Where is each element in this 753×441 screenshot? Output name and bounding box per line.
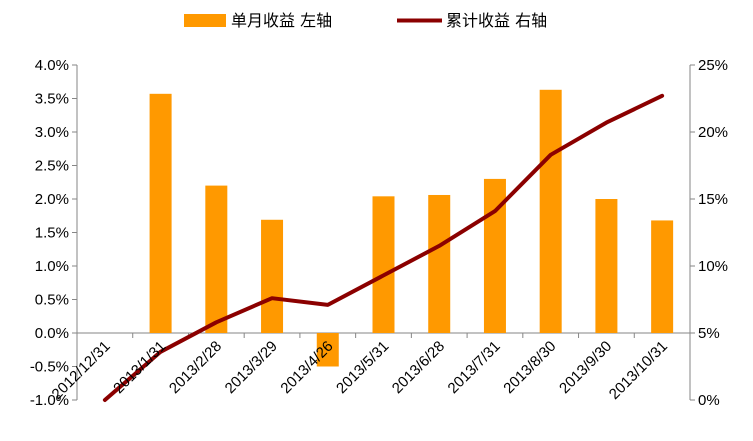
right-tick-label: 15%: [698, 191, 728, 208]
left-tick-label: 0.5%: [35, 292, 69, 309]
right-tick-label: 0%: [698, 392, 720, 409]
x-tick-label: 2013/5/31: [333, 338, 392, 397]
bar: [205, 185, 228, 333]
bar: [149, 93, 172, 333]
x-tick-label: 2013/10/31: [606, 338, 671, 403]
bar: [651, 220, 674, 333]
right-tick-label: 25%: [698, 57, 728, 74]
right-axis-ticks: 0% 5% 10% 15% 20% 25%: [690, 57, 728, 409]
left-tick-label: 1.5%: [35, 225, 69, 242]
bar: [372, 196, 395, 333]
legend-bar-label: 单月收益 左轴: [231, 11, 332, 30]
left-tick-label: -0.5%: [30, 359, 69, 376]
left-tick-label: 3.5%: [35, 91, 69, 108]
x-tick-label: 2013/6/28: [389, 338, 448, 397]
legend-bar-swatch: [184, 14, 226, 27]
bar: [316, 333, 339, 367]
left-axis-ticks: -1.0% -0.5% 0.0% 0.5% 1.0% 1.5% 2.0% 2.5% 3.0% 3.…: [30, 57, 77, 409]
x-axis-ticks: 2012/12/312013/1/312013/2/282013/3/29201…: [49, 338, 671, 403]
left-tick-label: 1.0%: [35, 258, 69, 275]
right-tick-label: 5%: [698, 325, 720, 342]
right-tick-label: 10%: [698, 258, 728, 275]
left-tick-label: 4.0%: [35, 57, 69, 74]
left-tick-label: -1.0%: [30, 392, 69, 409]
line-series: [102, 93, 665, 402]
x-tick-label: 2013/7/31: [445, 338, 504, 397]
bar: [428, 194, 451, 333]
bar: [261, 219, 284, 333]
x-tick-label: 2013/1/31: [110, 338, 169, 397]
x-tick-label: 2013/3/29: [222, 338, 281, 397]
bar-series: [149, 89, 674, 367]
x-tick-label: 2013/2/28: [166, 338, 225, 397]
left-tick-label: 2.5%: [35, 158, 69, 175]
left-tick-label: 0.0%: [35, 325, 69, 342]
legend: 单月收益 左轴 累计收益 右轴: [184, 11, 547, 30]
left-tick-label: 2.0%: [35, 191, 69, 208]
bar: [539, 89, 562, 333]
x-tick-label: 2013/8/30: [500, 338, 559, 397]
legend-line-label: 累计收益 右轴: [446, 11, 547, 30]
bar: [595, 199, 618, 333]
left-tick-label: 3.0%: [35, 124, 69, 141]
x-tick-label: 2013/9/30: [556, 338, 615, 397]
bar: [483, 178, 506, 333]
x-tick-label: 2013/4/26: [277, 338, 336, 397]
right-tick-label: 20%: [698, 124, 728, 141]
